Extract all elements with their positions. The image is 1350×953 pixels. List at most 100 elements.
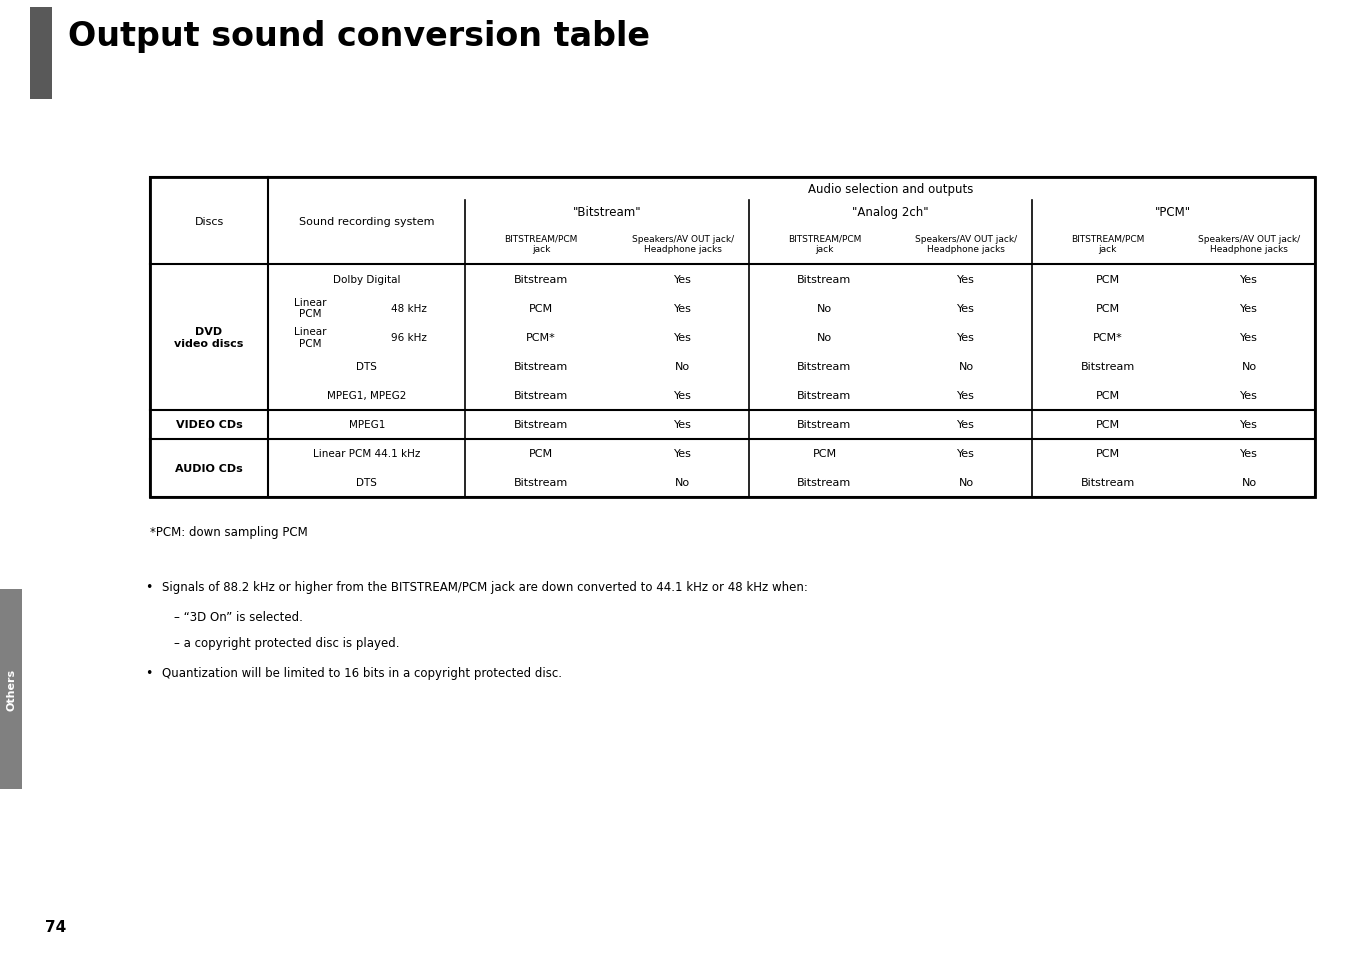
Bar [617,224,749,265]
Text: Yes: Yes [957,449,975,458]
Bar [749,410,900,439]
Text: MPEG1: MPEG1 [348,419,385,430]
Bar [617,439,749,468]
Bar [1184,468,1315,497]
Text: BITSTREAM/PCM
jack: BITSTREAM/PCM jack [505,234,578,254]
Bar [1031,352,1184,381]
Bar [1031,468,1184,497]
Bar [269,323,352,352]
Text: VIDEO CDs: VIDEO CDs [176,419,243,430]
Bar [1184,294,1315,323]
Text: PCM: PCM [1096,391,1119,400]
Bar [1184,265,1315,294]
Text: Bitstream: Bitstream [1080,361,1135,372]
Bar [1184,352,1315,381]
Bar [352,294,466,323]
Bar [900,323,1031,352]
Bar [352,323,466,352]
Bar [749,265,900,294]
Bar [30,8,53,100]
Text: No: No [817,333,832,342]
Bar [900,265,1031,294]
Text: Bitstream: Bitstream [798,391,852,400]
Bar [900,224,1031,265]
Text: PCM: PCM [529,449,554,458]
Text: Bitstream: Bitstream [514,478,568,488]
Bar [1031,265,1184,294]
Bar [749,352,900,381]
Bar [269,381,466,410]
Bar [466,439,617,468]
Text: 48 kHz: 48 kHz [392,303,427,314]
Text: Bitstream: Bitstream [798,419,852,430]
Text: Discs: Discs [194,216,224,226]
Text: – “3D On” is selected.: – “3D On” is selected. [174,610,302,623]
Text: Signals of 88.2 kHz or higher from the BITSTREAM/PCM jack are down converted to : Signals of 88.2 kHz or higher from the B… [162,580,807,594]
Bar [1031,294,1184,323]
Bar [269,439,466,468]
Bar [0,589,22,789]
Text: Linear
PCM: Linear PCM [294,327,327,348]
Bar [749,381,900,410]
Bar [466,224,617,265]
Text: Yes: Yes [1241,449,1258,458]
Text: PCM*: PCM* [526,333,556,342]
Text: PCM: PCM [1096,274,1119,284]
Text: "PCM": "PCM" [1156,206,1192,219]
Bar [150,178,269,265]
Bar [1031,439,1184,468]
Bar [466,410,617,439]
Text: "Bitstream": "Bitstream" [572,206,641,219]
Text: MPEG1, MPEG2: MPEG1, MPEG2 [327,391,406,400]
Bar [749,439,900,468]
Bar [617,323,749,352]
Text: No: No [1242,478,1257,488]
Text: Output sound conversion table: Output sound conversion table [68,20,649,53]
Bar [150,410,269,439]
Text: – a copyright protected disc is played.: – a copyright protected disc is played. [174,637,400,649]
Bar [466,323,617,352]
Bar [269,294,352,323]
Bar [466,381,617,410]
Bar [1184,323,1315,352]
Text: Audio selection and outputs: Audio selection and outputs [807,183,973,195]
Text: Others: Others [5,668,16,710]
Text: Yes: Yes [1241,391,1258,400]
Text: Linear
PCM: Linear PCM [294,297,327,319]
Bar [1031,323,1184,352]
Text: BITSTREAM/PCM
jack: BITSTREAM/PCM jack [788,234,861,254]
Bar [1184,410,1315,439]
Bar [150,178,1315,497]
Bar [269,178,466,265]
Text: PCM: PCM [813,449,837,458]
Text: AUDIO CDs: AUDIO CDs [176,463,243,474]
Bar [269,410,466,439]
Text: PCM: PCM [1096,419,1119,430]
Bar [900,381,1031,410]
Text: Sound recording system: Sound recording system [298,216,435,226]
Bar [466,294,617,323]
Bar [900,352,1031,381]
Text: Speakers/AV OUT jack/
Headphone jacks: Speakers/AV OUT jack/ Headphone jacks [632,234,734,254]
Text: Yes: Yes [674,419,691,430]
Bar [749,224,900,265]
Bar [150,439,269,497]
Bar [900,410,1031,439]
Text: Bitstream: Bitstream [514,419,568,430]
Text: 96 kHz: 96 kHz [392,333,427,342]
Text: DVD
video discs: DVD video discs [174,327,244,348]
Text: PCM: PCM [1096,449,1119,458]
Bar [269,265,466,294]
Bar [466,178,1315,201]
Text: No: No [675,361,690,372]
Text: No: No [817,303,832,314]
Bar [749,323,900,352]
Text: "Analog 2ch": "Analog 2ch" [852,206,929,219]
Text: Yes: Yes [957,419,975,430]
Text: Bitstream: Bitstream [798,478,852,488]
Text: Bitstream: Bitstream [514,274,568,284]
Text: Yes: Yes [1241,419,1258,430]
Bar [269,352,466,381]
Text: Yes: Yes [1241,274,1258,284]
Text: Yes: Yes [957,303,975,314]
